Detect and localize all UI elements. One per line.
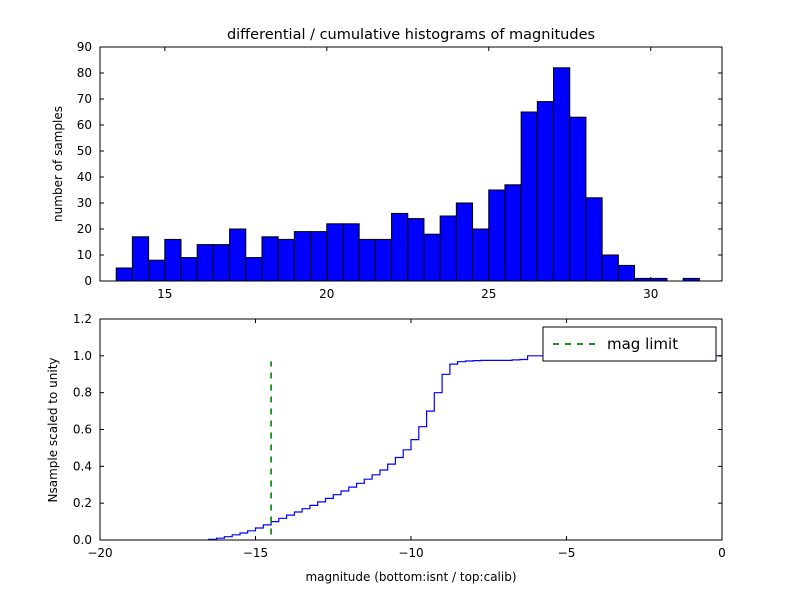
histogram-bar [293, 231, 312, 282]
x-axis-label: magnitude (bottom:isnt / top:calib) [305, 570, 516, 584]
histogram-bar [164, 238, 182, 282]
histogram-bar [423, 233, 441, 282]
top-y-axis-label: number of samples [51, 106, 65, 222]
histogram-bar [326, 223, 344, 282]
histogram-bar [261, 236, 279, 282]
bottom-y-axis-label: Nsample scaled to unity [46, 358, 60, 503]
histogram-bar [310, 231, 328, 282]
x-tick-label: −10 [398, 546, 423, 560]
histogram-bar [488, 189, 506, 282]
y-tick-label: 80 [77, 66, 92, 80]
histogram-bar [601, 254, 619, 282]
y-tick-label: 0.2 [73, 496, 92, 510]
histogram-bar [196, 244, 214, 282]
histogram-bar [585, 197, 603, 282]
histogram-bar [455, 202, 474, 282]
histogram-bar [358, 238, 376, 282]
x-tick-label: 0 [718, 546, 726, 560]
x-tick-label: 25 [481, 287, 496, 301]
y-tick-label: 0.6 [73, 423, 92, 437]
y-tick-label: 0 [84, 274, 92, 288]
histogram-bar [115, 267, 133, 282]
x-tick-label: 20 [319, 287, 334, 301]
y-tick-label: 70 [77, 92, 92, 106]
y-tick-label: 40 [77, 170, 92, 184]
x-tick-label: 15 [157, 287, 172, 301]
y-tick-label: 0.8 [73, 386, 92, 400]
x-tick-label: −5 [558, 546, 576, 560]
y-tick-label: 90 [77, 40, 92, 54]
y-tick-label: 1.0 [73, 349, 92, 363]
axes-layer: 15 20 25 30 0 10 20 30 40 50 60 70 80 90 −20 −15 −10 −5 0 0… [73, 40, 726, 560]
histogram-bar [504, 184, 522, 282]
y-tick-label: 0.0 [73, 533, 92, 547]
y-tick-label: 50 [77, 144, 92, 158]
histogram-bar [536, 101, 555, 282]
histogram-bar [553, 67, 571, 282]
legend-box [542, 326, 717, 362]
histogram-bar [439, 215, 457, 282]
histogram-bar [148, 259, 166, 282]
histogram-bar [212, 244, 231, 282]
histogram-bar [245, 257, 263, 282]
y-tick-label: 10 [77, 248, 92, 262]
legend: mag limit [542, 326, 717, 362]
histogram-bar [569, 116, 587, 282]
histogram-bar [342, 223, 360, 282]
y-tick-label: 0.4 [73, 459, 92, 473]
cumulative-step-line [208, 355, 722, 540]
histogram-bar [374, 238, 393, 282]
histogram-bar [391, 212, 409, 282]
y-tick-label: 20 [77, 222, 92, 236]
y-tick-label: 60 [77, 118, 92, 132]
histogram-bar [407, 218, 425, 282]
x-tick-label: −20 [87, 546, 112, 560]
x-tick-label: 30 [643, 287, 658, 301]
legend-mag-limit-label: mag limit [607, 335, 678, 353]
axes-frame [99, 46, 723, 282]
histogram-bar [617, 264, 636, 282]
histogram-bar [520, 111, 538, 282]
x-tick-label: −15 [243, 546, 268, 560]
histogram-bar [229, 228, 247, 282]
histogram-bar [277, 238, 295, 282]
plot-title: differential / cumulative histograms of … [227, 27, 595, 43]
histogram-bar [472, 228, 490, 282]
histogram-bar [131, 236, 150, 282]
histogram-bar [180, 257, 198, 282]
y-tick-label: 30 [77, 196, 92, 210]
y-tick-label: 1.2 [73, 312, 92, 326]
